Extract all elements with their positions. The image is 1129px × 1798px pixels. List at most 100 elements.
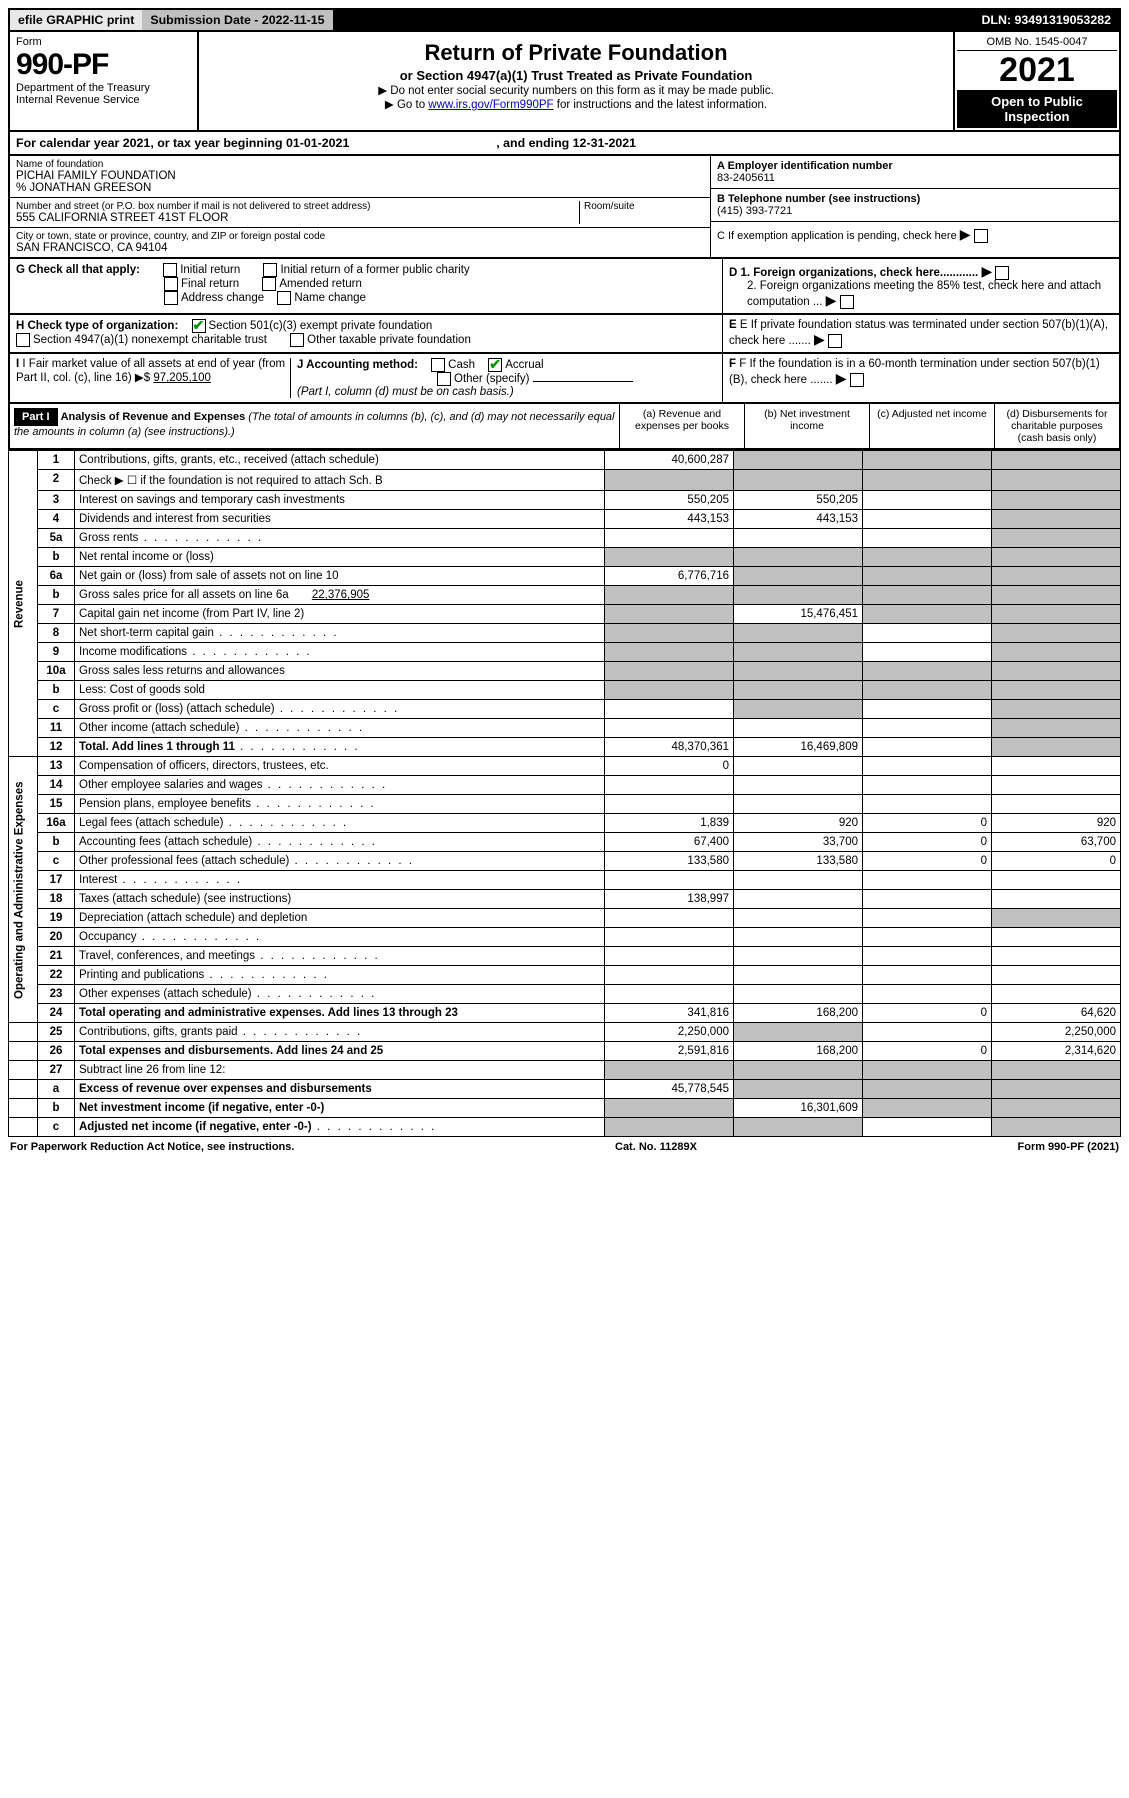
year-block: OMB No. 1545-0047 2021 Open to Public In… (953, 32, 1119, 130)
checkbox-d2[interactable] (840, 295, 854, 309)
checkbox-d1[interactable] (995, 266, 1009, 280)
table-row: 24Total operating and administrative exp… (9, 1004, 1121, 1023)
section-d: D 1. Foreign organizations, check here..… (722, 259, 1119, 313)
table-row: 6aNet gain or (loss) from sale of assets… (9, 567, 1121, 586)
col-c-header: (c) Adjusted net income (869, 404, 994, 448)
table-row: 15Pension plans, employee benefits (9, 795, 1121, 814)
checkbox-other-method[interactable] (437, 372, 451, 386)
form-number: 990-PF (16, 48, 191, 82)
form-title: Return of Private Foundation (205, 40, 947, 66)
part1-table: Revenue 1Contributions, gifts, grants, e… (8, 450, 1121, 1137)
identification-block: Name of foundation PICHAI FAMILY FOUNDAT… (8, 156, 1121, 259)
table-row: bGross sales price for all assets on lin… (9, 586, 1121, 605)
table-row: 25Contributions, gifts, grants paid2,250… (9, 1023, 1121, 1042)
table-row: bNet rental income or (loss) (9, 548, 1121, 567)
street-cell: Number and street (or P.O. box number if… (10, 198, 710, 228)
table-row: cAdjusted net income (if negative, enter… (9, 1118, 1121, 1137)
form-word: Form (16, 36, 191, 48)
open-public-badge: Open to Public Inspection (957, 90, 1117, 128)
table-row: 20Occupancy (9, 928, 1121, 947)
form-note-link: ▶ Go to www.irs.gov/Form990PF for instru… (205, 97, 947, 111)
revenue-vertical-label: Revenue (9, 451, 38, 757)
table-row: 22Printing and publications (9, 966, 1121, 985)
table-row: cOther professional fees (attach schedul… (9, 852, 1121, 871)
irs-text: Internal Revenue Service (16, 94, 191, 106)
fmv-value: 97,205,100 (153, 372, 211, 384)
table-row: aExcess of revenue over expenses and dis… (9, 1080, 1121, 1099)
table-row: Revenue 1Contributions, gifts, grants, e… (9, 451, 1121, 470)
table-row: 8Net short-term capital gain (9, 624, 1121, 643)
table-row: Operating and Administrative Expenses 13… (9, 757, 1121, 776)
table-row: 12Total. Add lines 1 through 1148,370,36… (9, 738, 1121, 757)
section-j: J Accounting method: Cash Accrual Other … (291, 358, 716, 398)
table-row: bLess: Cost of goods sold (9, 681, 1121, 700)
form-footer-id: Form 990-PF (2021) (1018, 1141, 1119, 1153)
table-row: 21Travel, conferences, and meetings (9, 947, 1121, 966)
checkbox-final-return[interactable] (164, 277, 178, 291)
city-cell: City or town, state or province, country… (10, 228, 710, 257)
telephone-cell: B Telephone number (see instructions) (4… (711, 189, 1119, 222)
irs-link[interactable]: www.irs.gov/Form990PF (428, 99, 553, 111)
page-footer: For Paperwork Reduction Act Notice, see … (8, 1137, 1121, 1157)
section-i-j: I I Fair market value of all assets at e… (10, 354, 722, 402)
table-row: 14Other employee salaries and wages (9, 776, 1121, 795)
form-title-block: Return of Private Foundation or Section … (199, 32, 953, 130)
table-row: 5aGross rents (9, 529, 1121, 548)
form-id-block: Form 990-PF Department of the Treasury I… (10, 32, 199, 130)
checkbox-e[interactable] (828, 334, 842, 348)
col-b-header: (b) Net investment income (744, 404, 869, 448)
table-row: bAccounting fees (attach schedule)67,400… (9, 833, 1121, 852)
foundation-name-cell: Name of foundation PICHAI FAMILY FOUNDAT… (10, 156, 710, 198)
exemption-pending-cell: C If exemption application is pending, c… (711, 222, 1119, 247)
calendar-year-line: For calendar year 2021, or tax year begi… (8, 132, 1121, 156)
tax-year: 2021 (957, 51, 1117, 90)
table-row: bNet investment income (if negative, ent… (9, 1099, 1121, 1118)
section-f: F F If the foundation is in a 60-month t… (722, 354, 1119, 402)
dln-number: DLN: 93491319053282 (973, 10, 1119, 30)
omb-number: OMB No. 1545-0047 (957, 34, 1117, 51)
table-row: 9Income modifications (9, 643, 1121, 662)
section-g: G Check all that apply: Initial return I… (10, 259, 722, 313)
section-i-j-f: I I Fair market value of all assets at e… (8, 354, 1121, 404)
checkbox-f[interactable] (850, 373, 864, 387)
table-row: 2Check ▶ ☐ if the foundation is not requ… (9, 470, 1121, 491)
checkbox-4947a1[interactable] (16, 333, 30, 347)
paperwork-notice: For Paperwork Reduction Act Notice, see … (10, 1141, 294, 1153)
dept-treasury: Department of the Treasury (16, 82, 191, 94)
expenses-vertical-label: Operating and Administrative Expenses (9, 757, 38, 1023)
part1-badge: Part I (14, 408, 58, 426)
table-row: 26Total expenses and disbursements. Add … (9, 1042, 1121, 1061)
table-row: 3Interest on savings and temporary cash … (9, 491, 1121, 510)
col-a-header: (a) Revenue and expenses per books (619, 404, 744, 448)
table-row: 16aLegal fees (attach schedule)1,8399200… (9, 814, 1121, 833)
ident-left: Name of foundation PICHAI FAMILY FOUNDAT… (10, 156, 710, 257)
checkbox-initial-return[interactable] (163, 263, 177, 277)
checkbox-cash[interactable] (431, 358, 445, 372)
form-header: Form 990-PF Department of the Treasury I… (8, 32, 1121, 132)
checkbox-accrual[interactable] (488, 358, 502, 372)
ein-cell: A Employer identification number 83-2405… (711, 156, 1119, 189)
table-row: 27Subtract line 26 from line 12: (9, 1061, 1121, 1080)
form-note-ssn: ▶ Do not enter social security numbers o… (205, 83, 947, 97)
section-i: I I Fair market value of all assets at e… (16, 358, 291, 398)
table-row: 17Interest (9, 871, 1121, 890)
col-d-header: (d) Disbursements for charitable purpose… (994, 404, 1119, 448)
top-bar: efile GRAPHIC print Submission Date - 20… (8, 8, 1121, 32)
section-g-d: G Check all that apply: Initial return I… (8, 259, 1121, 315)
ident-right: A Employer identification number 83-2405… (710, 156, 1119, 257)
checkbox-501c3[interactable] (192, 319, 206, 333)
table-row: 19Depreciation (attach schedule) and dep… (9, 909, 1121, 928)
checkbox-address-change[interactable] (164, 291, 178, 305)
part1-title-cell: Part I Analysis of Revenue and Expenses … (10, 404, 619, 448)
checkbox-c[interactable] (974, 229, 988, 243)
part1-header: Part I Analysis of Revenue and Expenses … (8, 404, 1121, 450)
efile-badge[interactable]: efile GRAPHIC print (10, 10, 142, 30)
checkbox-initial-former[interactable] (263, 263, 277, 277)
checkbox-name-change[interactable] (277, 291, 291, 305)
checkbox-amended-return[interactable] (262, 277, 276, 291)
submission-date: Submission Date - 2022-11-15 (142, 10, 332, 30)
section-h: H Check type of organization: Section 50… (10, 315, 722, 352)
form-subtitle: or Section 4947(a)(1) Trust Treated as P… (205, 68, 947, 83)
checkbox-other-taxable[interactable] (290, 333, 304, 347)
table-row: 23Other expenses (attach schedule) (9, 985, 1121, 1004)
